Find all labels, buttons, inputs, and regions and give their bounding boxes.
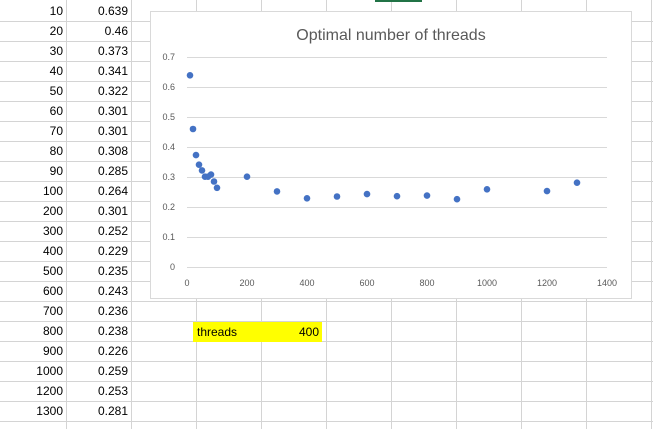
data-point [573, 179, 581, 186]
x-tick-label: 1200 [537, 278, 557, 288]
time-cell[interactable]: 0.252 [97, 224, 128, 238]
threads-cell[interactable]: 200 [42, 204, 63, 218]
time-cell[interactable]: 0.639 [97, 4, 128, 18]
time-cell[interactable]: 0.235 [97, 264, 128, 278]
data-point [186, 72, 194, 79]
threads-cell[interactable]: 90 [49, 164, 63, 178]
threads-cell[interactable]: 80 [49, 144, 63, 158]
time-cell[interactable]: 0.308 [97, 144, 128, 158]
data-point [483, 186, 491, 193]
chart-title: Optimal number of threads [296, 27, 485, 44]
time-cell[interactable]: 0.236 [97, 304, 128, 318]
x-tick-label: 0 [184, 278, 189, 288]
time-cell[interactable]: 0.301 [97, 104, 128, 118]
x-tick-label: 1000 [477, 278, 497, 288]
time-cell[interactable]: 0.301 [97, 204, 128, 218]
y-tick-label: 0.4 [162, 142, 175, 152]
data-point [363, 190, 371, 198]
chart-plot: Optimal number of threads 0 0.1 0.2 0.3 0.4 0.… [162, 27, 617, 288]
data-point [273, 188, 281, 195]
threads-label-cell[interactable]: threads [193, 322, 256, 342]
data-point [423, 192, 431, 199]
time-cell[interactable]: 0.322 [97, 84, 128, 98]
threads-cell[interactable]: 1000 [36, 364, 63, 378]
x-tick-label: 1400 [597, 278, 617, 288]
y-tick-label: 0.7 [162, 52, 175, 62]
data-point [333, 193, 341, 200]
time-cell[interactable]: 0.243 [97, 284, 128, 298]
time-cell[interactable]: 0.281 [97, 404, 128, 418]
data-point [303, 195, 311, 202]
threads-cell[interactable]: 70 [49, 124, 63, 138]
y-tick-label: 0.5 [162, 112, 175, 122]
time-cell[interactable]: 0.285 [97, 164, 128, 178]
data-point [189, 125, 197, 133]
threads-cell[interactable]: 30 [49, 44, 63, 58]
time-cell[interactable]: 0.238 [97, 324, 128, 338]
selected-cell-indicator [375, 0, 422, 2]
threads-cell[interactable]: 1300 [36, 404, 63, 418]
y-tick-label: 0.1 [162, 232, 175, 242]
data-point [198, 167, 206, 174]
time-cell[interactable]: 0.259 [97, 364, 128, 378]
x-tick-label: 600 [359, 278, 374, 288]
threads-cell[interactable]: 1200 [36, 384, 63, 398]
time-cell[interactable]: 0.301 [97, 124, 128, 138]
threads-cell[interactable]: 50 [49, 84, 63, 98]
y-tick-label: 0.2 [162, 202, 175, 212]
time-cell[interactable]: 0.341 [97, 64, 128, 78]
threads-cell[interactable]: 500 [42, 264, 63, 278]
time-cell[interactable]: 0.373 [97, 44, 128, 58]
data-point [210, 178, 218, 185]
time-cell[interactable]: 0.226 [97, 344, 128, 358]
x-tick-label: 800 [419, 278, 434, 288]
threads-cell[interactable]: 300 [42, 224, 63, 238]
threads-cell[interactable]: 60 [49, 104, 63, 118]
x-tick-label: 400 [299, 278, 314, 288]
threads-cell[interactable]: 10 [49, 4, 63, 18]
threads-cell[interactable]: 700 [42, 304, 63, 318]
y-tick-label: 0 [170, 262, 175, 272]
y-tick-label: 0.6 [162, 82, 175, 92]
threads-cell[interactable]: 800 [42, 324, 63, 338]
threads-value-cell[interactable]: 400 [256, 322, 322, 342]
threads-cell[interactable]: 20 [49, 24, 63, 38]
data-point [195, 161, 203, 168]
data-point [243, 173, 251, 180]
threads-cell[interactable]: 900 [42, 344, 63, 358]
data-point [213, 184, 221, 192]
threads-cell[interactable]: 40 [49, 64, 63, 78]
time-cell[interactable]: 0.229 [97, 244, 128, 258]
x-tick-label: 200 [239, 278, 254, 288]
data-point [207, 171, 215, 178]
data-point [192, 151, 200, 159]
threads-cell[interactable]: 400 [42, 244, 63, 258]
time-cell[interactable]: 0.253 [97, 384, 128, 398]
threads-cell[interactable]: 600 [42, 284, 63, 298]
y-tick-label: 0.3 [162, 172, 175, 182]
time-cell[interactable]: 0.46 [104, 24, 128, 38]
time-cell[interactable]: 0.264 [97, 184, 128, 198]
scatter-chart[interactable]: Optimal number of threads 0 0.1 0.2 0.3 0.4 0.… [150, 11, 632, 299]
threads-cell[interactable]: 100 [42, 184, 63, 198]
data-point [543, 187, 551, 195]
data-point [453, 195, 461, 203]
data-point [393, 192, 401, 200]
